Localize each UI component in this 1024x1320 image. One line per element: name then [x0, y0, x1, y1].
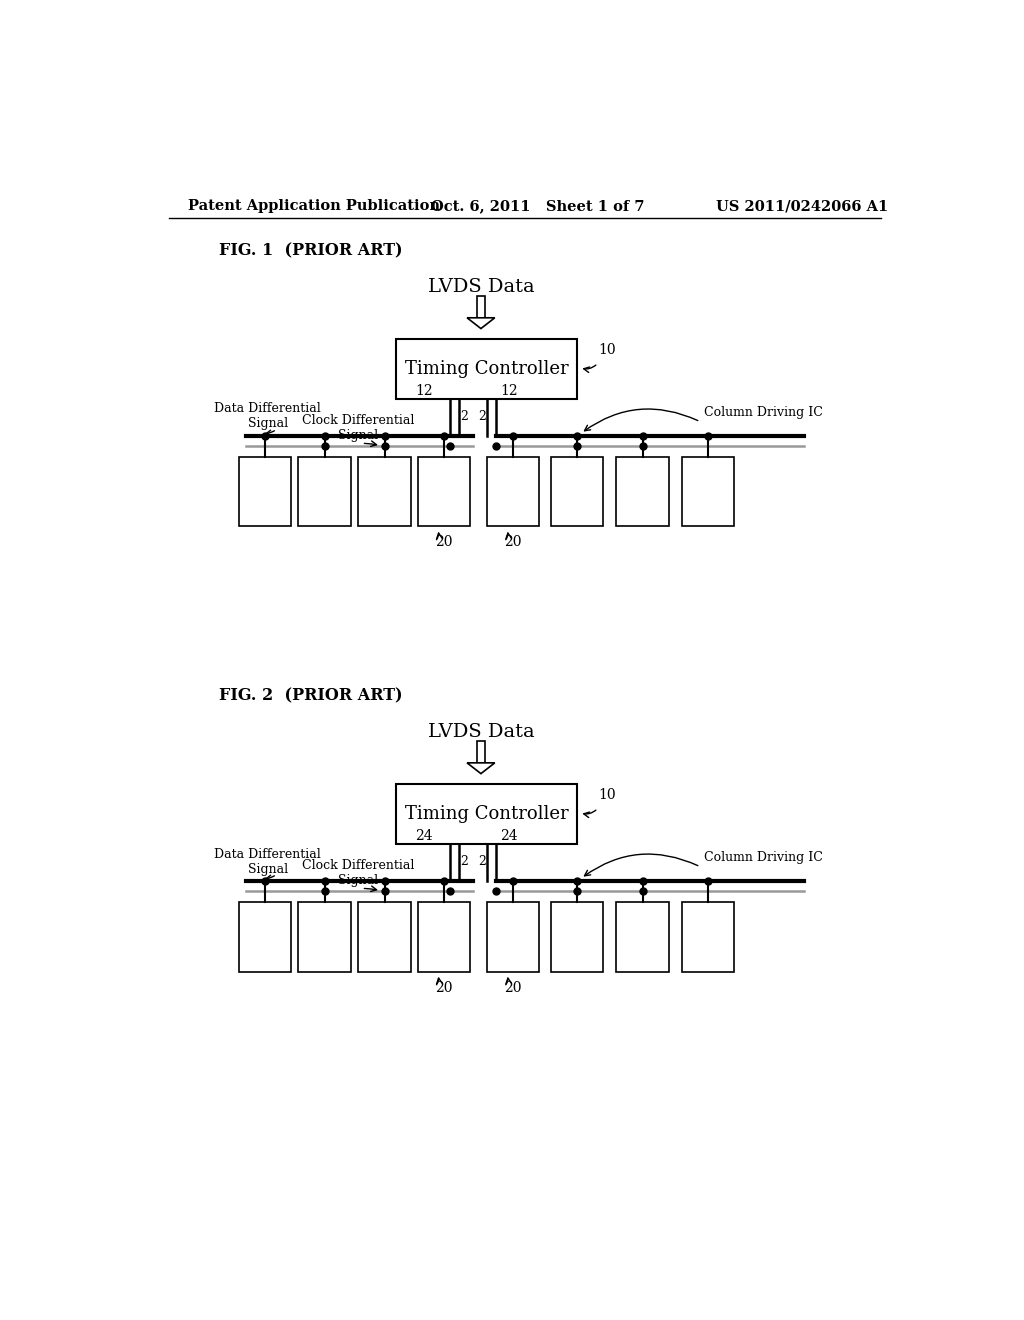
Text: Column Driving IC: Column Driving IC	[705, 851, 823, 865]
Bar	[487, 903, 540, 972]
Text: 12: 12	[416, 384, 433, 397]
Text: Timing Controller: Timing Controller	[404, 359, 568, 378]
Text: 12: 12	[500, 384, 518, 397]
Text: FIG. 1  (PRIOR ART): FIG. 1 (PRIOR ART)	[219, 243, 402, 259]
Text: 2: 2	[460, 411, 468, 424]
Bar	[616, 903, 669, 972]
Text: 20: 20	[505, 536, 522, 549]
Bar	[551, 457, 603, 527]
Text: LVDS Data: LVDS Data	[428, 723, 535, 741]
Bar	[418, 903, 470, 972]
Text: 20: 20	[435, 981, 453, 994]
Bar	[396, 339, 578, 399]
Text: 24: 24	[416, 829, 433, 843]
Text: FIG. 2  (PRIOR ART): FIG. 2 (PRIOR ART)	[219, 688, 402, 705]
Bar	[418, 457, 470, 527]
Text: LVDS Data: LVDS Data	[428, 279, 535, 296]
Text: 10: 10	[599, 343, 616, 356]
Text: 24: 24	[500, 829, 518, 843]
Text: Patent Application Publication: Patent Application Publication	[188, 199, 440, 213]
Polygon shape	[467, 763, 495, 774]
Text: Timing Controller: Timing Controller	[404, 805, 568, 822]
Text: Data Differential
Signal: Data Differential Signal	[214, 403, 321, 430]
Text: US 2011/0242066 A1: US 2011/0242066 A1	[716, 199, 888, 213]
Text: Clock Differential
Signal: Clock Differential Signal	[301, 859, 414, 887]
Bar	[682, 903, 734, 972]
Text: 10: 10	[599, 788, 616, 803]
Text: 2: 2	[478, 855, 486, 869]
Text: 2: 2	[460, 855, 468, 869]
Bar	[298, 903, 351, 972]
Polygon shape	[467, 318, 495, 329]
Text: Oct. 6, 2011   Sheet 1 of 7: Oct. 6, 2011 Sheet 1 of 7	[431, 199, 644, 213]
Bar	[477, 296, 484, 318]
Bar	[682, 457, 734, 527]
Bar	[298, 457, 351, 527]
Bar	[240, 457, 292, 527]
Text: 20: 20	[435, 536, 453, 549]
Bar	[240, 903, 292, 972]
Text: Column Driving IC: Column Driving IC	[705, 407, 823, 418]
Bar	[358, 457, 411, 527]
Text: Clock Differential
Signal: Clock Differential Signal	[301, 414, 414, 442]
Bar	[358, 903, 411, 972]
Text: 20: 20	[505, 981, 522, 994]
Bar	[487, 457, 540, 527]
Bar	[396, 784, 578, 843]
Text: Data Differential
Signal: Data Differential Signal	[214, 847, 321, 875]
Bar	[477, 742, 484, 763]
Bar	[551, 903, 603, 972]
Text: 2: 2	[478, 411, 486, 424]
Bar	[616, 457, 669, 527]
